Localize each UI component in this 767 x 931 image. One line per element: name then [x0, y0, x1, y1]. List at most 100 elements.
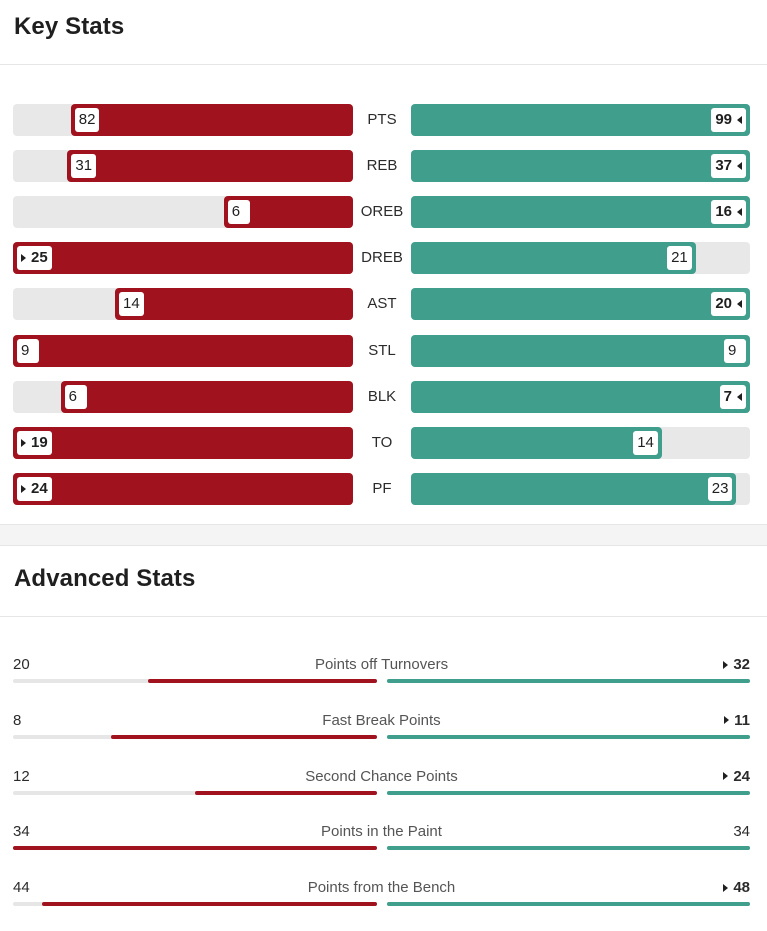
stat-label: Fast Break Points [322, 711, 441, 729]
right-team-value: 14 [637, 433, 654, 451]
triangle-pointer-icon [737, 300, 742, 309]
left-team-bar-track: 19 [13, 426, 353, 459]
right-team-bar-track: 20 [411, 288, 750, 321]
key-stat-row: 82 PTS 99 [13, 104, 750, 136]
left-team-value: 12 [13, 767, 30, 785]
left-team-value: 34 [13, 823, 30, 841]
left-team-value: 82 [78, 111, 96, 128]
left-team-bar-track [13, 790, 377, 795]
right-team-bar-track [387, 902, 750, 907]
triangle-pointer-icon [737, 208, 742, 217]
right-team-bar-track: 7 [411, 380, 750, 413]
key-stat-row: 31 REB 37 [13, 150, 750, 183]
right-team-value: 21 [671, 249, 688, 267]
left-team-bar [60, 380, 353, 413]
right-team-bar-track [387, 679, 750, 683]
left-team-bar [42, 902, 377, 907]
triangle-pointer-icon [737, 162, 742, 171]
advanced-stat-row: 20 Points off Turnovers 32 [13, 656, 750, 692]
right-team-bar-track: 23 [411, 472, 750, 505]
stat-label: TO [371, 433, 393, 451]
right-team-bar [411, 196, 750, 229]
stat-label: BLK [367, 387, 397, 405]
right-team-bar [411, 472, 737, 505]
key-stats-title: Key Stats [14, 13, 125, 40]
right-team-value: 7 [723, 387, 732, 405]
right-team-value-badge: 37 [711, 154, 746, 179]
right-team-bar [411, 426, 662, 459]
key-stat-row: 14 AST 20 [13, 288, 750, 321]
left-team-bar-track [13, 734, 377, 739]
left-team-value: 6 [68, 387, 77, 405]
stat-label: PTS [367, 111, 397, 128]
right-team-bar [387, 679, 750, 683]
right-team-value-badge: 99 [711, 108, 746, 132]
right-team-bar-track [387, 846, 750, 851]
triangle-pointer-icon [723, 883, 729, 892]
right-team-value: 24 [733, 767, 750, 785]
stat-label: Points off Turnovers [314, 656, 449, 673]
left-team-value: 19 [31, 433, 48, 451]
right-team-bar [387, 790, 750, 795]
stat-label: AST [367, 295, 397, 313]
right-team-value: 32 [733, 656, 750, 673]
left-team-bar [195, 790, 377, 795]
triangle-pointer-icon [724, 716, 730, 725]
right-team-value: 23 [711, 479, 729, 497]
right-team-value-badge: 20 [711, 292, 746, 317]
right-team-value-badge: 21 [667, 246, 692, 271]
left-team-bar [13, 242, 353, 275]
right-team-bar [387, 846, 750, 851]
left-team-value-badge: 24 [17, 476, 52, 501]
right-team-bar-track: 21 [411, 242, 750, 275]
right-team-bar [411, 334, 750, 367]
left-team-bar [13, 426, 353, 459]
right-team-bar-track: 9 [411, 334, 750, 367]
stat-label: Points from the Bench [307, 879, 456, 897]
right-team-bar [411, 288, 750, 321]
right-team-bar [387, 734, 750, 739]
right-team-value: 16 [715, 203, 732, 221]
right-team-value-wrap: 24 [723, 768, 750, 785]
triangle-pointer-icon [21, 438, 26, 447]
right-team-bar-track: 16 [411, 196, 750, 229]
right-team-value-badge: 14 [633, 430, 658, 455]
right-team-value: 34 [733, 823, 750, 841]
right-team-value: 37 [715, 157, 732, 175]
left-team-value: 25 [31, 249, 48, 267]
left-team-bar-track: 6 [13, 196, 353, 229]
left-team-value: 31 [75, 157, 93, 175]
stat-label: REB [366, 157, 398, 175]
left-team-value: 8 [13, 711, 22, 729]
right-team-bar-track: 14 [411, 426, 750, 459]
left-team-bar-track [13, 902, 377, 907]
divider [0, 616, 767, 617]
left-team-bar [13, 472, 353, 505]
left-team-bar [13, 334, 353, 367]
left-team-bar [111, 734, 377, 739]
left-team-bar-track: 24 [13, 472, 353, 505]
left-team-value-badge: 19 [17, 430, 52, 455]
key-stat-row: 19 TO 14 [13, 426, 750, 459]
triangle-pointer-icon [723, 660, 729, 669]
advanced-stats-card: Advanced Stats 20 Points off Turnovers 32 8… [0, 546, 767, 931]
right-team-value: 20 [715, 295, 732, 313]
key-stats-card: Key Stats 82 PTS 99 31 REB 37 6 OREB 16 25 DREB 21 1… [0, 13, 767, 505]
key-stat-row: 9 STL 9 [13, 334, 750, 367]
left-team-bar [70, 104, 353, 136]
left-team-bar [147, 679, 377, 683]
left-team-bar-track: 9 [13, 334, 353, 367]
right-team-value: 9 [728, 341, 737, 359]
advanced-stat-row: 34 Points in the Paint 34 [13, 823, 750, 859]
left-team-value: 6 [231, 203, 241, 221]
left-team-bar-track: 25 [13, 242, 353, 275]
right-team-value-wrap: 32 [723, 656, 750, 673]
left-team-bar-track: 6 [13, 380, 353, 413]
triangle-pointer-icon [723, 772, 729, 781]
left-team-bar-track [13, 846, 377, 851]
advanced-stat-row: 8 Fast Break Points 11 [13, 712, 750, 748]
right-team-value: 99 [715, 111, 732, 128]
right-team-bar [411, 150, 750, 183]
left-team-value: 14 [123, 295, 140, 313]
right-team-value-badge: 16 [711, 200, 746, 225]
